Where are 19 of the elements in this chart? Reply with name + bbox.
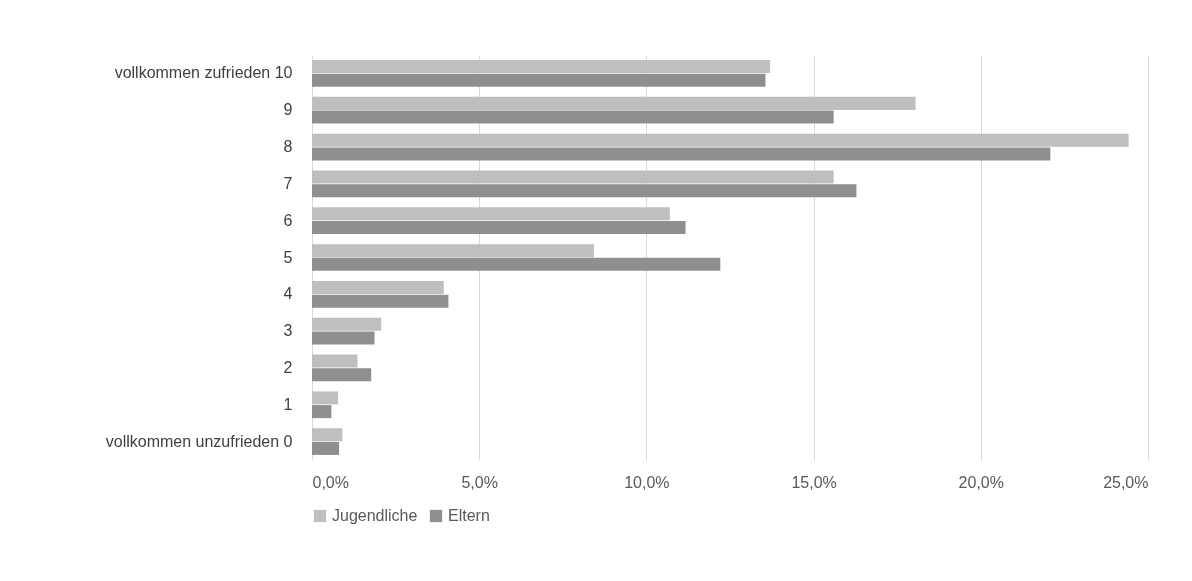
y-tick-label: 2 (283, 358, 293, 376)
x-tick-label: 0,0% (312, 473, 349, 491)
y-tick-label: 3 (283, 322, 293, 340)
y-tick-label: 1 (283, 395, 293, 413)
y-tick-label: 7 (283, 174, 293, 192)
x-tick-label: 15,0% (791, 473, 837, 491)
y-tick-label: 5 (283, 248, 293, 266)
y-tick-label: 6 (283, 211, 293, 229)
y-tick-label: vollkommen zufrieden 10 (114, 64, 293, 82)
y-tick-label: 9 (283, 101, 293, 119)
legend-label: Eltern (448, 507, 490, 524)
y-tick-label: vollkommen unzufrieden 0 (105, 432, 293, 450)
x-tick-label: 20,0% (958, 473, 1004, 491)
y-tick-label: 4 (283, 285, 293, 303)
x-tick-label: 10,0% (624, 473, 670, 491)
x-tick-label: 25,0% (1103, 473, 1149, 491)
x-tick-label: 5,0% (461, 473, 498, 491)
y-tick-label: 8 (283, 138, 293, 156)
legend-label: Jugendliche (332, 507, 418, 524)
